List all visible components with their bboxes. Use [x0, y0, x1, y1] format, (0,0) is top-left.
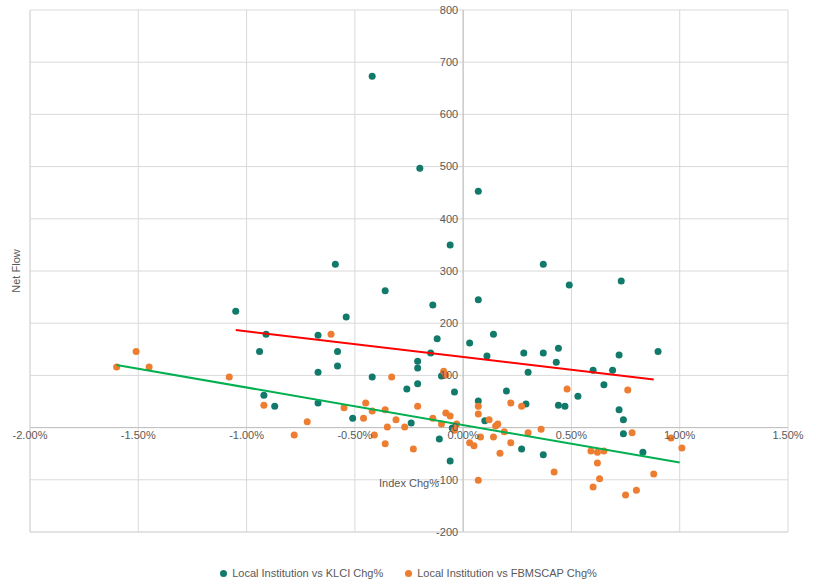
svg-text:700: 700: [440, 56, 458, 68]
svg-text:Index Chg%: Index Chg%: [379, 477, 439, 489]
svg-text:1.00%: 1.00%: [664, 429, 695, 441]
svg-text:100: 100: [440, 369, 458, 381]
svg-text:-1.00%: -1.00%: [229, 429, 264, 441]
svg-text:1.50%: 1.50%: [772, 429, 803, 441]
svg-text:-0.50%: -0.50%: [337, 429, 372, 441]
svg-text:-200: -200: [436, 526, 458, 538]
svg-text:200: 200: [440, 317, 458, 329]
svg-text:-100: -100: [436, 474, 458, 486]
svg-text:0: 0: [452, 421, 458, 433]
svg-text:Net Flow: Net Flow: [10, 249, 22, 292]
svg-text:500: 500: [440, 160, 458, 172]
svg-text:0.00%: 0.00%: [447, 429, 479, 442]
svg-text:-1.50%: -1.50%: [121, 429, 156, 441]
svg-text:800: 800: [440, 4, 458, 16]
html-text:Local Institution vs KLCI Chg%: Local Institution vs KLCI Chg%: [232, 567, 384, 579]
svg-text:600: 600: [440, 108, 458, 120]
svg-text:0.50%: 0.50%: [556, 429, 587, 441]
svg-text:300: 300: [440, 265, 458, 277]
html-text:Local Institution vs FBMSCAP C: Local Institution vs FBMSCAP Chg%: [417, 567, 597, 579]
svg-text:-2.00%: -2.00%: [13, 429, 48, 441]
svg-text:400: 400: [440, 213, 458, 225]
